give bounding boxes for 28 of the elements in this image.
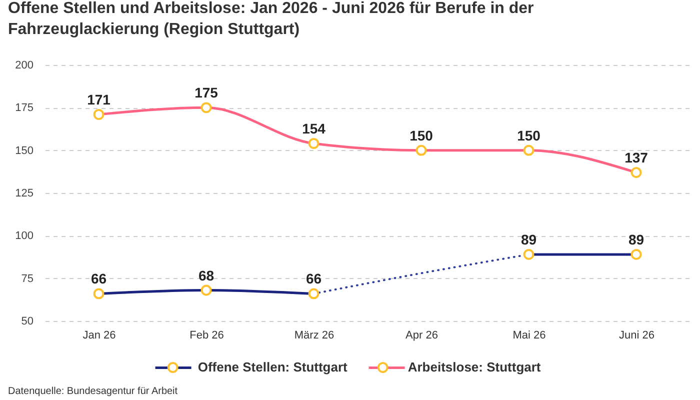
data-label: 150: [517, 127, 541, 144]
y-tick-label: 150: [15, 144, 34, 157]
text: Datenquelle: Bundesagentur für Arbeit: [8, 386, 178, 397]
x-tick-label: Apr 26: [406, 330, 438, 342]
x-tick-label: Feb 26: [190, 330, 224, 342]
data-label: 66: [90, 270, 107, 287]
legend-label: Offene Stellen: Stuttgart: [198, 360, 348, 375]
x-tick-label: Jan 26: [82, 330, 116, 342]
data-label: 150: [410, 127, 434, 144]
x-tick-label: März 26: [294, 330, 334, 342]
legend-label: Arbeitslose: Stuttgart: [408, 360, 542, 375]
data-label: 66: [306, 270, 322, 287]
chart-title: Offene Stellen und Arbeitslose: Jan 2026 - Juni 2026 für Berufe in der Fahrzeuglackierung (Region Stuttgart): [8, 0, 534, 38]
data-label: 68: [198, 267, 214, 284]
data-label: 175: [194, 84, 218, 101]
y-tick-label: 125: [15, 188, 34, 200]
y-tick-label: 75: [21, 272, 34, 285]
y-tick-label: 100: [15, 230, 34, 242]
data-label: 89: [628, 231, 644, 248]
data-label: 154: [302, 120, 326, 137]
x-tick-label: Juni 26: [619, 330, 654, 342]
y-tick-label: 200: [15, 60, 34, 72]
data-label: 137: [624, 150, 648, 166]
y-tick-label: 175: [15, 102, 34, 114]
x-tick-label: Mai 26: [512, 330, 546, 342]
y-tick-label: 50: [21, 316, 34, 328]
data-label: 89: [520, 231, 537, 248]
data-label: 171: [87, 91, 111, 108]
